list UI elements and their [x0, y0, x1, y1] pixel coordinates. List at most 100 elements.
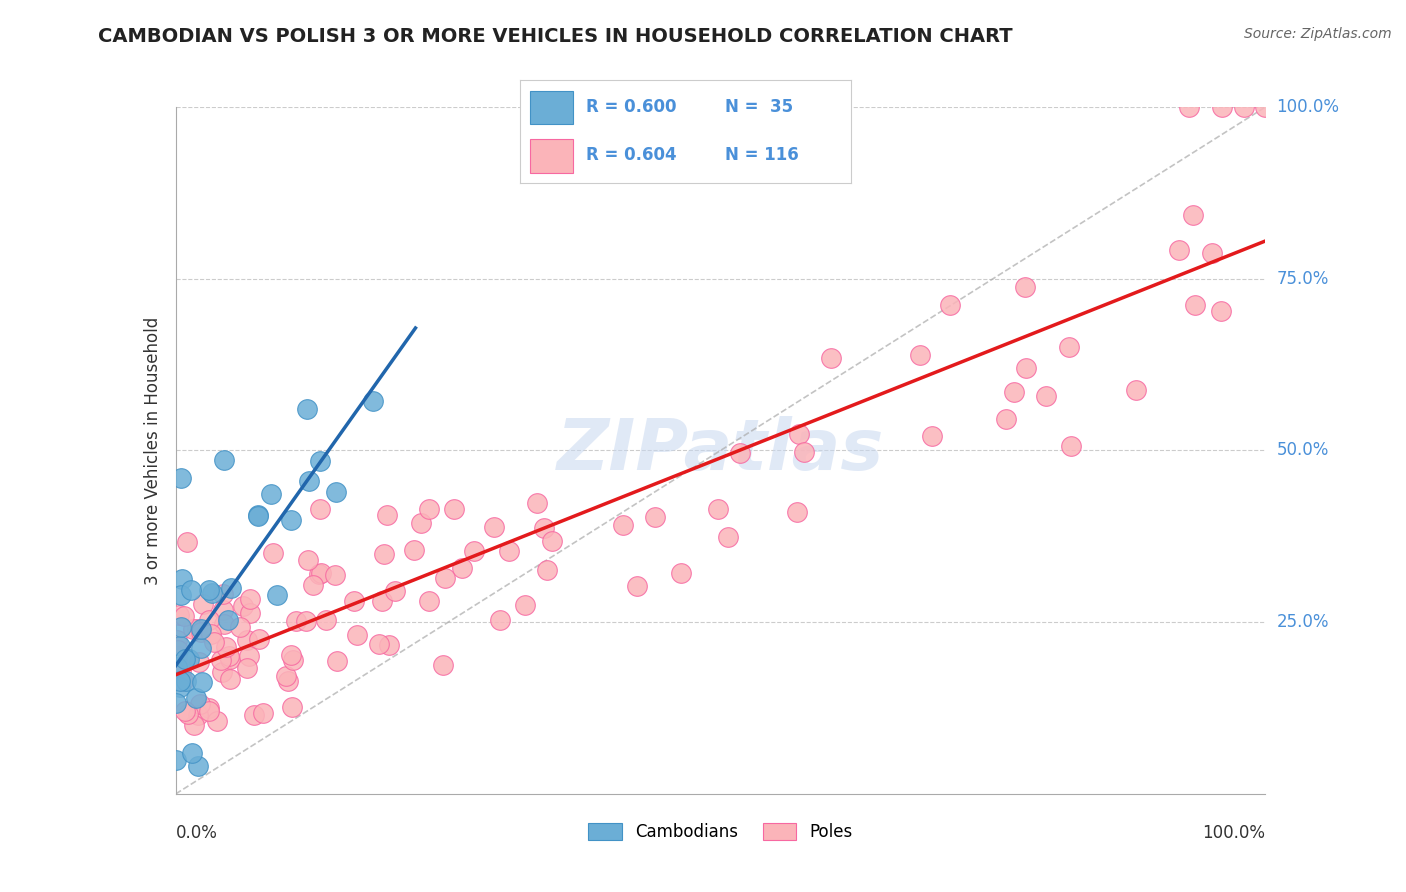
Text: R = 0.604: R = 0.604: [586, 146, 676, 164]
Point: [384, 583, 406, 598]
Point: [263, 546, 285, 560]
Point: [215, 640, 238, 655]
Point: [181, 622, 204, 636]
Point: [323, 568, 346, 582]
Point: [463, 544, 485, 558]
Point: [1178, 100, 1201, 114]
Point: [166, 649, 188, 664]
Point: [170, 588, 193, 602]
Point: [218, 652, 240, 666]
Point: [1254, 100, 1277, 114]
Point: [169, 639, 191, 653]
Point: [309, 502, 332, 516]
Point: [198, 701, 221, 715]
Point: [197, 705, 219, 719]
Point: [190, 622, 212, 636]
Point: [170, 471, 193, 485]
Point: [418, 502, 440, 516]
Point: [363, 393, 385, 408]
Point: [939, 298, 962, 312]
Point: [644, 510, 666, 524]
Point: [309, 454, 332, 468]
Point: [297, 553, 319, 567]
Point: [186, 759, 209, 773]
Point: [274, 669, 297, 683]
Point: [184, 691, 207, 706]
Point: [172, 572, 194, 586]
Point: [169, 673, 191, 688]
Point: [373, 547, 395, 561]
Point: [378, 638, 401, 652]
Point: [247, 632, 270, 646]
Point: [217, 613, 239, 627]
Point: [280, 513, 302, 527]
Point: [285, 614, 308, 628]
Point: [198, 583, 221, 598]
Point: [277, 673, 299, 688]
Point: [209, 653, 232, 667]
Point: [536, 563, 558, 577]
Point: [1184, 298, 1206, 312]
Point: [302, 578, 325, 592]
Point: [205, 714, 228, 728]
Point: [232, 599, 254, 613]
Point: [211, 602, 233, 616]
Point: [1015, 361, 1038, 376]
Point: [173, 608, 195, 623]
Text: 0.0%: 0.0%: [176, 824, 218, 842]
Point: [167, 643, 190, 657]
Point: [371, 593, 394, 607]
Point: [409, 516, 432, 531]
Point: [212, 617, 235, 632]
Point: [433, 571, 456, 585]
Point: [498, 544, 520, 558]
Point: [533, 521, 555, 535]
Point: [188, 698, 211, 712]
Point: [443, 502, 465, 516]
Point: [169, 660, 191, 674]
Point: [1209, 304, 1232, 318]
Point: [186, 622, 208, 636]
Point: [200, 627, 222, 641]
Point: [325, 654, 347, 668]
Point: [346, 628, 368, 642]
Point: [1181, 208, 1204, 222]
Point: [177, 707, 200, 722]
Point: [375, 508, 398, 523]
Point: [418, 593, 440, 607]
Point: [669, 566, 692, 580]
Point: [177, 652, 200, 666]
Point: [174, 704, 197, 718]
Point: [294, 614, 316, 628]
Point: [706, 502, 728, 516]
Point: [325, 484, 347, 499]
Point: [165, 696, 187, 710]
Point: [717, 530, 740, 544]
Point: [1014, 280, 1036, 294]
Point: [169, 680, 191, 694]
Point: [368, 637, 391, 651]
Point: [308, 567, 330, 582]
Point: [242, 707, 264, 722]
Point: [174, 652, 197, 666]
Point: [526, 496, 548, 510]
Text: N = 116: N = 116: [725, 146, 799, 164]
FancyBboxPatch shape: [530, 139, 574, 173]
Point: [281, 699, 304, 714]
Point: [1125, 383, 1147, 397]
Point: [211, 587, 233, 601]
Point: [236, 660, 259, 674]
Point: [187, 707, 209, 722]
Point: [451, 561, 474, 575]
Point: [295, 402, 318, 417]
Text: CAMBODIAN VS POLISH 3 OR MORE VEHICLES IN HOUSEHOLD CORRELATION CHART: CAMBODIAN VS POLISH 3 OR MORE VEHICLES I…: [98, 27, 1014, 45]
Point: [239, 592, 262, 607]
Point: [1057, 340, 1080, 354]
Point: [218, 672, 240, 686]
Point: [170, 664, 193, 678]
Point: [174, 674, 197, 689]
Point: [252, 706, 274, 720]
Point: [315, 613, 337, 627]
Point: [229, 620, 252, 634]
Point: [169, 607, 191, 622]
